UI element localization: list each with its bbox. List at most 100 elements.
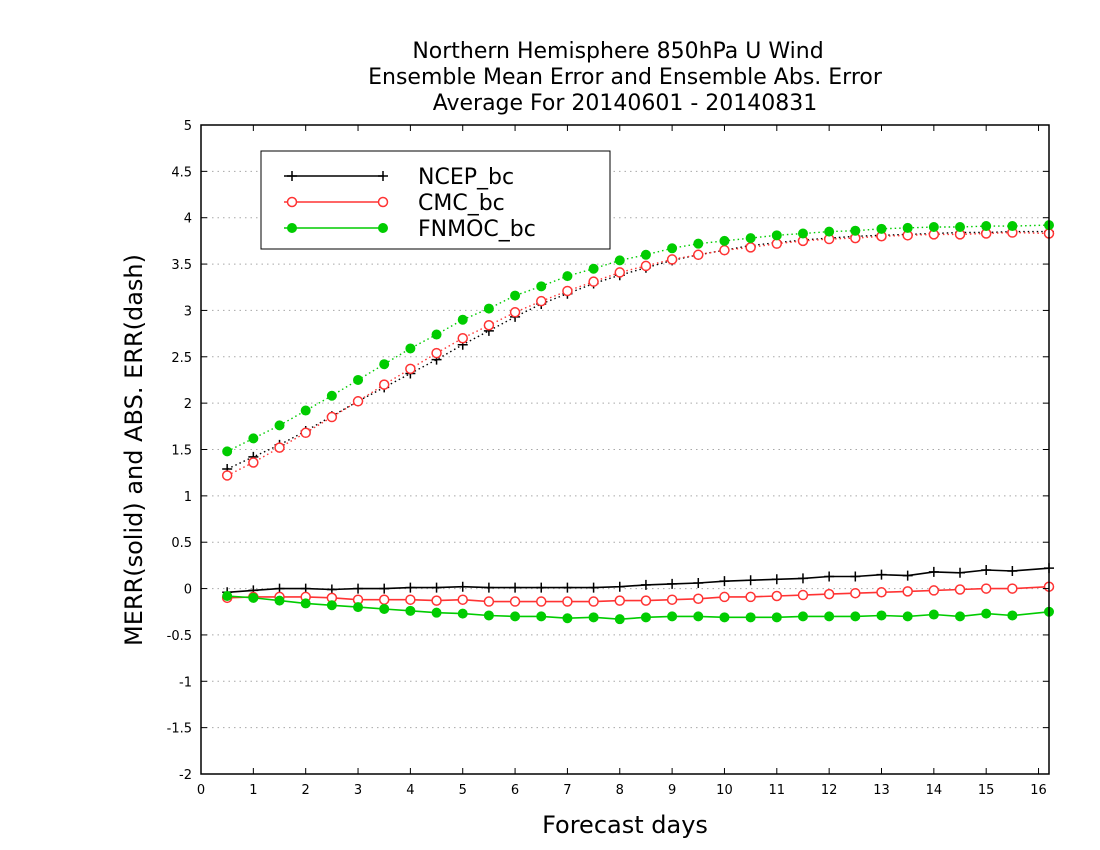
series-fnmoc-bc-abs-error-point <box>824 226 835 237</box>
x-tick-label: 5 <box>459 783 467 798</box>
series-ncep-bc-mean-error-point <box>928 566 939 577</box>
y-tick-label: -1.5 <box>167 722 192 737</box>
legend-box <box>260 150 611 250</box>
y-tick-label: 1.5 <box>171 444 192 459</box>
series-cmc-bc-mean-error-point <box>850 587 861 599</box>
x-tick-label: 15 <box>978 783 995 798</box>
y-tick-label: 3.5 <box>171 258 192 273</box>
series-ncep-bc-mean-error-point <box>536 582 547 593</box>
x-tick-label: 11 <box>769 783 786 798</box>
x-tick-label: 12 <box>821 783 838 798</box>
y-axis-label: MERR(solid) and ABS. ERR(dash) <box>120 254 148 646</box>
y-tick-label: 5 <box>184 119 192 134</box>
series-ncep-bc-mean-error-point <box>745 575 756 586</box>
legend-item-fnmoc-bc: FNMOC_bc <box>284 217 536 242</box>
series-cmc-bc-abs-error-point <box>300 427 311 439</box>
series-ncep-bc-mean-error-point <box>1007 565 1018 576</box>
series-cmc-bc-abs-error-line <box>226 231 1050 477</box>
series-fnmoc-bc-abs-error-point <box>719 235 730 246</box>
grid <box>201 170 1049 729</box>
series-cmc-bc-mean-error-point <box>771 590 783 602</box>
series-cmc-bc-abs-error-point <box>457 332 468 344</box>
series-fnmoc-bc-mean-error-point <box>928 609 939 620</box>
series-fnmoc-bc-abs-error-point <box>902 222 913 233</box>
series-cmc-bc-mean-error-point <box>431 595 442 606</box>
series-ncep-bc-mean-error-line <box>227 567 1050 594</box>
series-fnmoc-bc-abs-error-point <box>248 433 259 444</box>
series-ncep-bc-mean-error-point <box>955 567 966 578</box>
series-cmc-bc-mean-error-point <box>405 594 416 605</box>
series-cmc-bc-abs-error-point <box>771 238 783 249</box>
series-cmc-bc-abs-error-point <box>745 242 756 253</box>
series-cmc-bc-abs-error-point <box>562 285 573 297</box>
series-fnmoc-bc-abs-error-point <box>1007 221 1018 232</box>
series-fnmoc-bc-abs-error-point <box>588 263 599 274</box>
series-cmc-bc-mean-error-point <box>693 593 704 605</box>
series-fnmoc-bc-abs-error-point <box>955 221 966 232</box>
series-fnmoc-bc-mean-error-point <box>248 592 259 603</box>
chart-title: Northern Hemisphere 850hPa U Wind Ensemb… <box>368 39 883 116</box>
series-fnmoc-bc-mean-error-point <box>719 612 730 623</box>
x-tick-label: 3 <box>354 783 362 798</box>
series-cmc-bc-abs-error-point <box>378 379 390 390</box>
series-ncep-bc-mean-error-point <box>562 582 573 593</box>
series-fnmoc-bc-mean-error-point <box>510 611 521 622</box>
series-fnmoc-bc-mean-error-point <box>588 612 599 623</box>
series-fnmoc-bc-abs-error-point <box>693 238 704 249</box>
title-line-3: Average For 20140601 - 20140831 <box>433 91 818 116</box>
series-fnmoc-bc-abs-error-point <box>457 314 468 325</box>
x-tick-label: 13 <box>873 783 890 798</box>
series-fnmoc-bc-abs-error-point <box>614 255 625 266</box>
series-fnmoc-bc-mean-error-point <box>902 611 913 622</box>
legend-item-ncep-bc: NCEP_bc <box>284 165 514 190</box>
series-fnmoc-bc-abs-error-point <box>928 221 939 232</box>
series-ncep-bc-mean-error-point <box>824 571 835 582</box>
series-fnmoc-bc-abs-error-point <box>405 343 416 354</box>
legend-label: NCEP_bc <box>418 165 514 190</box>
series-fnmoc-bc-abs-error-point <box>222 446 233 457</box>
x-tick-label: 7 <box>563 783 571 798</box>
series-ncep-bc-mean-error-point <box>719 576 730 587</box>
series-fnmoc-bc-abs-error-point <box>771 230 782 241</box>
x-tick-label: 8 <box>616 783 624 798</box>
series-ncep-bc-mean-error-point <box>693 578 704 589</box>
series-fnmoc-bc-abs-error-point <box>850 225 861 236</box>
series-ncep-bc-mean-error-point <box>667 578 678 589</box>
x-tick-label: 16 <box>1030 783 1047 798</box>
series-fnmoc-bc-mean-error-point <box>222 590 233 601</box>
series-layer <box>221 220 1055 625</box>
y-tick-label: 0 <box>184 583 192 598</box>
series-fnmoc-bc-mean-error-point <box>405 605 416 616</box>
series-ncep-bc-mean-error-point <box>457 581 468 592</box>
series-ncep-bc-mean-error-point <box>431 582 442 593</box>
series-cmc-bc-abs-error-point <box>509 307 521 318</box>
series-fnmoc-bc-abs-error-point <box>876 223 887 234</box>
series-fnmoc-bc-mean-error-point <box>771 612 782 623</box>
series-cmc-bc-abs-error-point <box>614 267 626 278</box>
legend-swatch-marker <box>286 196 298 208</box>
series-cmc-bc-mean-error-point <box>483 596 495 607</box>
legend-swatch-marker <box>287 171 297 181</box>
series-fnmoc-bc-mean-error-point <box>667 611 678 622</box>
y-tick-label: 2.5 <box>171 351 192 366</box>
series-cmc-bc-abs-error-point <box>640 260 652 272</box>
series-cmc-bc-abs-error-point <box>248 457 259 468</box>
series-ncep-bc-mean-error-point <box>483 582 494 593</box>
series-cmc-bc-abs-error-point <box>483 320 495 331</box>
series-cmc-bc-mean-error-point <box>640 595 652 606</box>
series-fnmoc-bc-mean-error-point <box>431 607 442 618</box>
series-fnmoc-bc-abs-error-point <box>640 249 651 260</box>
legend-label: FNMOC_bc <box>418 217 536 242</box>
x-tick-label: 2 <box>302 783 310 798</box>
series-ncep-bc-mean-error-point <box>405 582 416 593</box>
series-cmc-bc-abs-error-point <box>405 363 416 375</box>
series-fnmoc-bc-mean-error-point <box>326 600 337 611</box>
x-axis-label: Forecast days <box>542 811 708 839</box>
x-tick-label: 6 <box>511 783 519 798</box>
y-tick-label: -0.5 <box>167 629 192 644</box>
series-fnmoc-bc-mean-error-point <box>1007 610 1018 621</box>
series-fnmoc-bc-mean-error-point <box>640 612 651 623</box>
series-fnmoc-bc-mean-error-point <box>955 611 966 622</box>
series-fnmoc-bc-abs-error-point <box>745 233 756 244</box>
